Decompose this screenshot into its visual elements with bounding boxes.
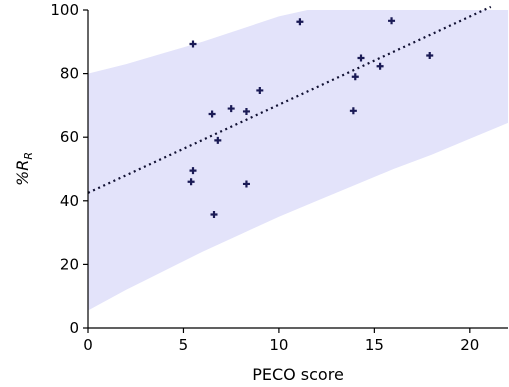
- data-point: [296, 18, 304, 26]
- y-tick-label: 20: [60, 255, 79, 273]
- y-axis-label: %RR: [13, 152, 35, 186]
- data-point: [189, 167, 197, 175]
- trend-line: [87, 5, 492, 194]
- axes: [87, 10, 508, 329]
- data-point: [214, 136, 222, 144]
- data-point: [227, 105, 235, 113]
- y-tick-label: 40: [60, 192, 79, 210]
- x-tick-label: 15: [365, 336, 384, 354]
- y-tick-label: 80: [60, 65, 79, 83]
- data-point: [208, 110, 216, 118]
- data-point: [349, 107, 357, 115]
- y-tick-label: 100: [50, 1, 79, 19]
- data-point: [189, 40, 197, 48]
- data-point: [426, 51, 434, 59]
- x-axis-label: PECO score: [252, 365, 344, 384]
- x-axis-ticks: 0 5 10 15 20: [83, 328, 479, 354]
- data-point: [256, 86, 264, 94]
- x-tick-label: 10: [269, 336, 288, 354]
- data-points: [187, 17, 434, 218]
- data-point: [376, 62, 384, 70]
- x-tick-label: 5: [179, 336, 189, 354]
- data-point: [242, 180, 250, 188]
- data-point: [187, 178, 195, 186]
- data-point: [242, 107, 250, 115]
- y-axis-label-main: %R: [13, 160, 32, 186]
- y-axis-label-subscript: R: [22, 152, 35, 160]
- data-point: [357, 54, 365, 62]
- confidence-band: [88, 10, 508, 311]
- x-tick-label: 20: [460, 336, 479, 354]
- y-tick-label: 60: [60, 128, 79, 146]
- y-tick-label: 0: [69, 319, 79, 337]
- y-axis-ticks: 0 20 40 60 80 100: [50, 1, 88, 337]
- x-tick-label: 0: [83, 336, 93, 354]
- data-point: [351, 73, 359, 81]
- data-point: [210, 210, 218, 218]
- data-point: [388, 17, 396, 25]
